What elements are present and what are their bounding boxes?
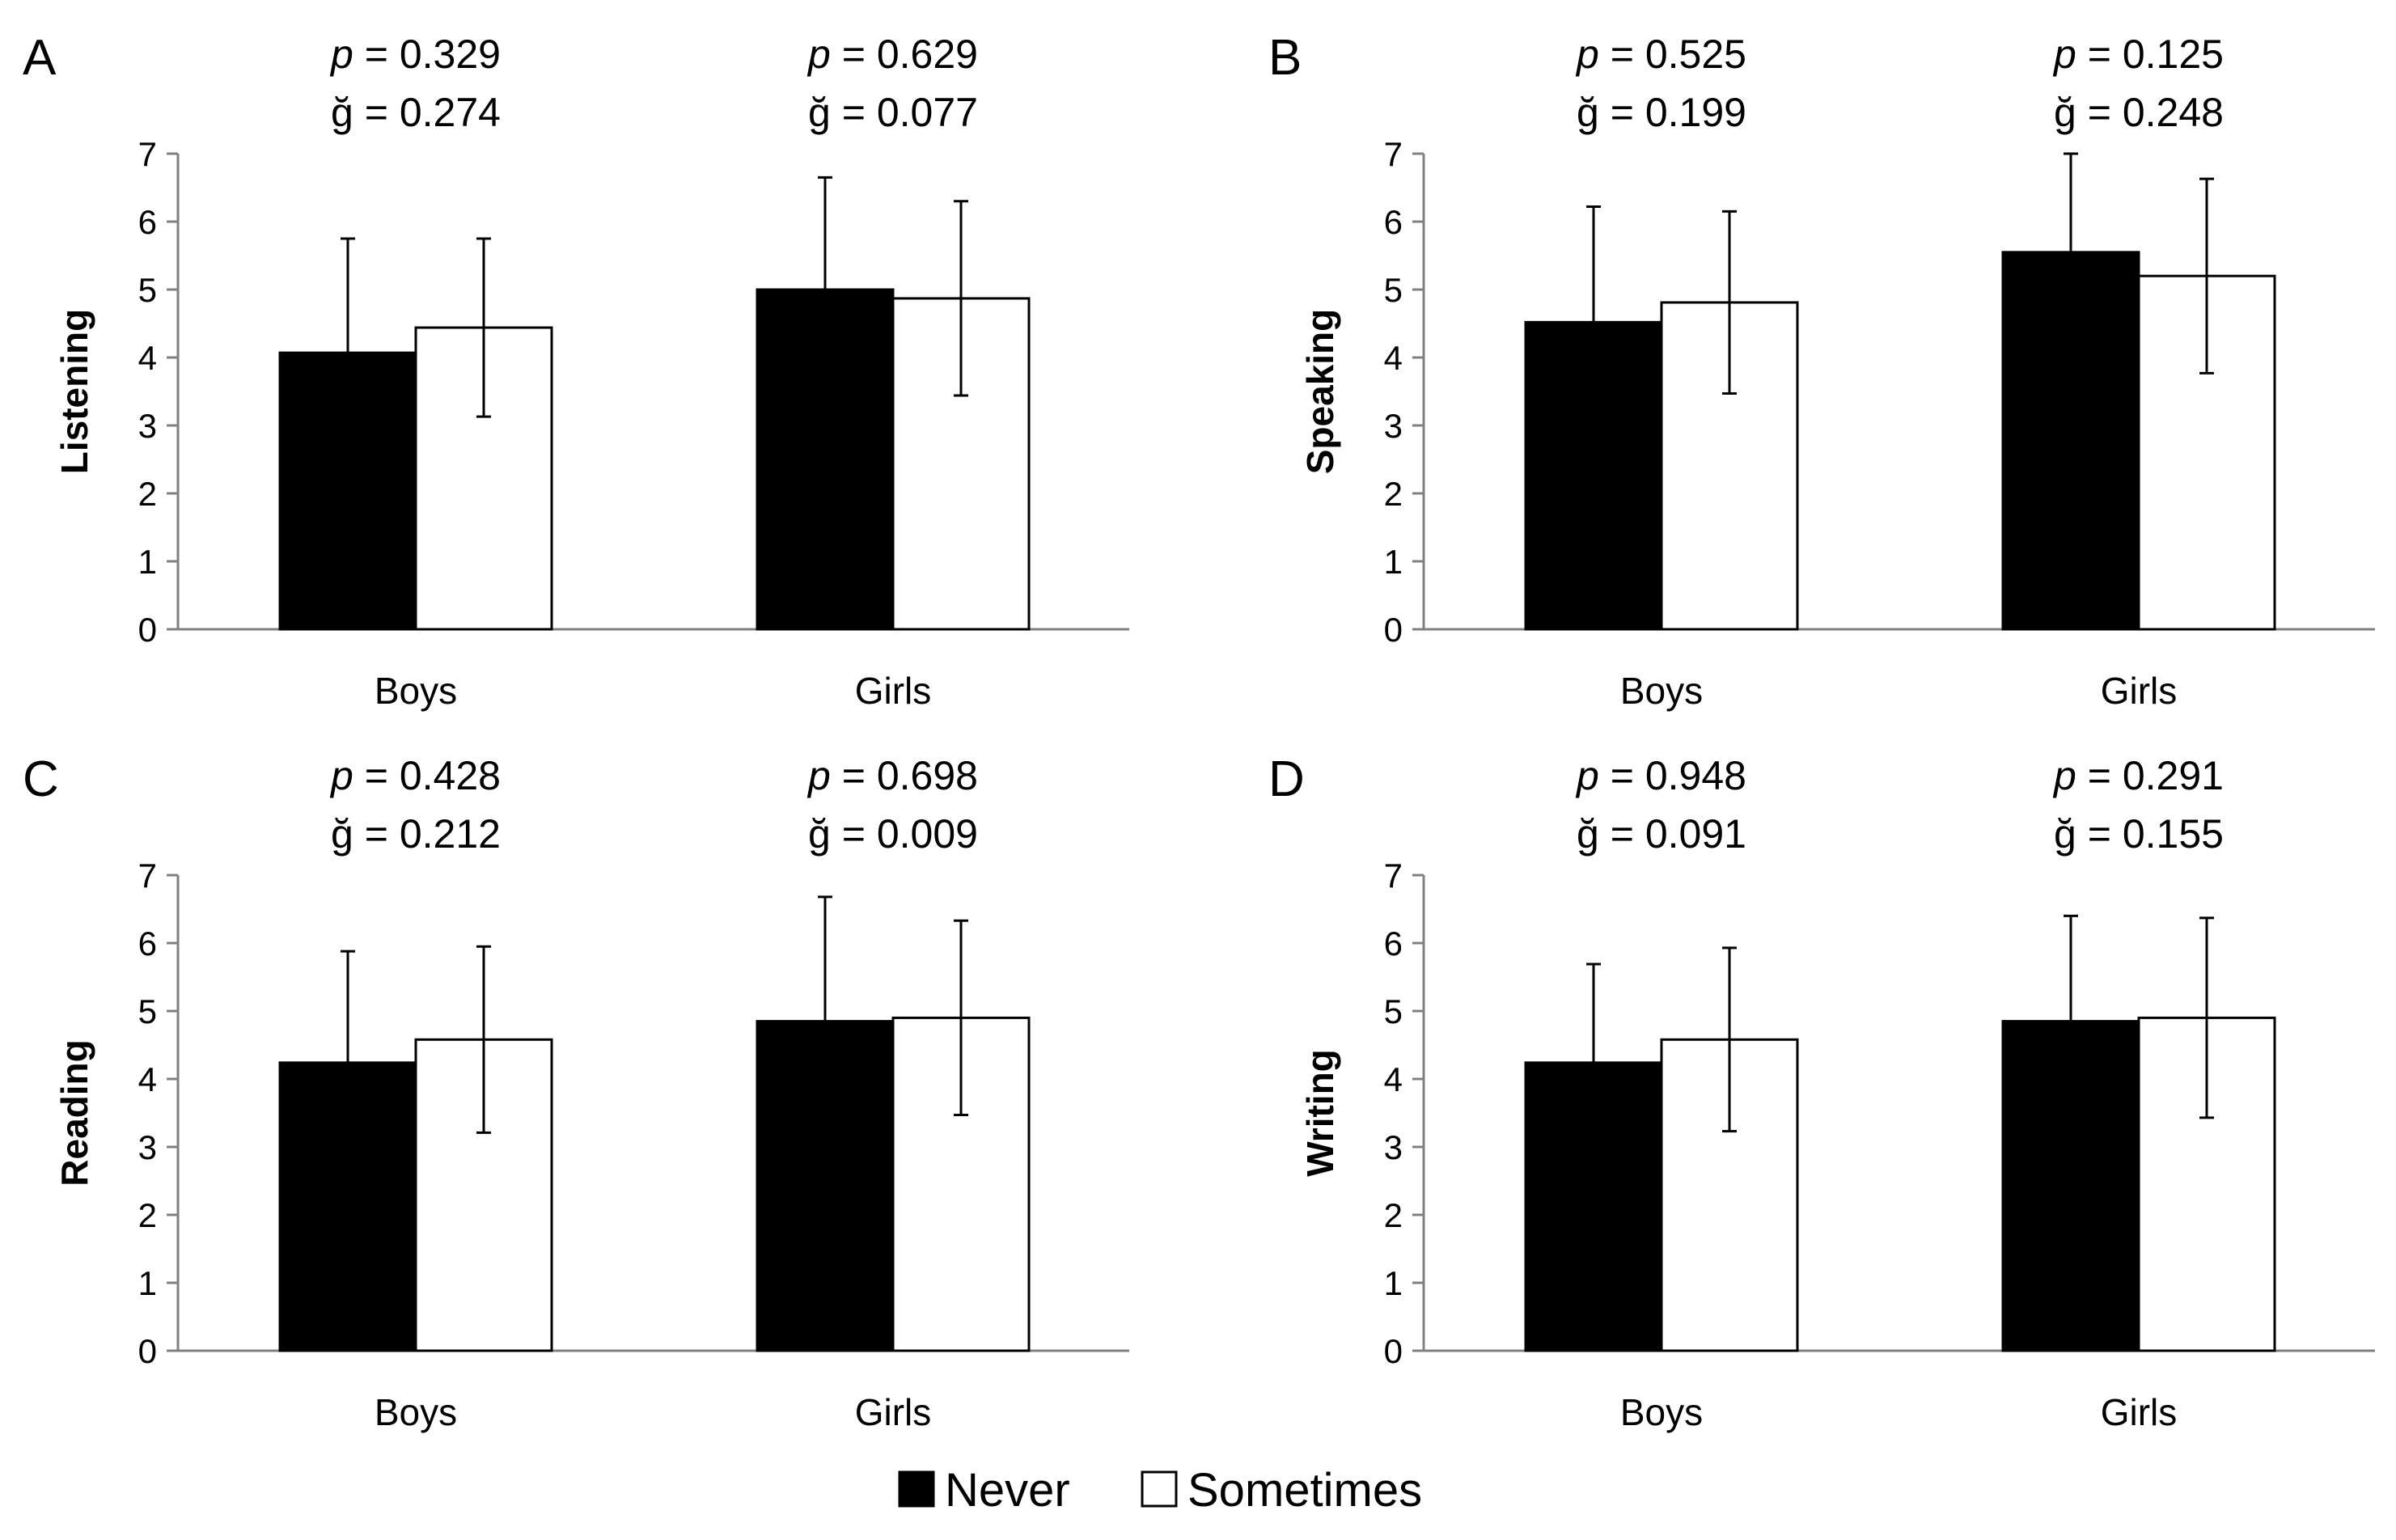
effect-size-annotation: ğ = 0.248 xyxy=(2054,90,2224,135)
y-tick-label: 3 xyxy=(1384,407,1403,445)
y-tick-label: 7 xyxy=(1384,135,1403,173)
y-tick-label: 2 xyxy=(1384,475,1403,513)
category-label: Boys xyxy=(1620,1391,1703,1433)
category-label: Girls xyxy=(855,1391,932,1433)
p-symbol: p xyxy=(2052,753,2076,798)
y-tick-label: 3 xyxy=(138,407,157,445)
p-symbol: p xyxy=(329,32,353,77)
p-value: = 0.329 xyxy=(353,32,501,77)
legend-label-sometimes: Sometimes xyxy=(1187,1464,1422,1517)
y-tick-label: 1 xyxy=(138,1264,157,1302)
y-tick-label: 2 xyxy=(138,1196,157,1234)
effect-size-annotation: ğ = 0.212 xyxy=(331,811,501,857)
y-axis-label: Speaking xyxy=(1299,309,1341,475)
p-symbol: p xyxy=(2052,32,2076,77)
effect-size-annotation: ğ = 0.155 xyxy=(2054,811,2224,857)
y-tick-label: 1 xyxy=(138,543,157,581)
p-value: = 0.698 xyxy=(831,753,978,798)
y-tick-label: 0 xyxy=(138,611,157,649)
y-tick-label: 5 xyxy=(138,271,157,309)
y-tick-label: 1 xyxy=(1384,1264,1403,1302)
p-value-annotation: p = 0.629 xyxy=(806,32,978,77)
y-axis-label: Listening xyxy=(53,309,95,474)
p-value-annotation: p = 0.525 xyxy=(1575,32,1746,77)
category-label: Girls xyxy=(2101,1391,2178,1433)
p-value-annotation: p = 0.428 xyxy=(329,753,501,798)
p-value-annotation: p = 0.125 xyxy=(2052,32,2224,77)
y-tick-label: 6 xyxy=(1384,203,1403,241)
effect-size-annotation: ğ = 0.077 xyxy=(808,90,978,135)
p-value: = 0.125 xyxy=(2076,32,2224,77)
y-tick-label: 4 xyxy=(1384,339,1403,377)
p-value: = 0.428 xyxy=(353,753,501,798)
p-value-annotation: p = 0.291 xyxy=(2052,753,2224,798)
y-tick-label: 5 xyxy=(1384,271,1403,309)
panel-a: A Listening 0 1 2 3 4 5 6 7 Boys p = 0.329 ğ = 0.274… xyxy=(23,30,1129,712)
bar-sometimes-boys xyxy=(1660,301,1799,631)
legend: Never Sometimes xyxy=(898,1464,1422,1517)
p-symbol: p xyxy=(806,32,831,77)
y-tick-label: 1 xyxy=(1384,543,1403,581)
y-tick-label: 2 xyxy=(1384,1196,1403,1234)
p-value-annotation: p = 0.698 xyxy=(806,753,978,798)
y-axis-label: Writing xyxy=(1299,1049,1341,1177)
p-value-annotation: p = 0.329 xyxy=(329,32,501,77)
panel-letter: B xyxy=(1268,30,1302,86)
p-symbol: p xyxy=(806,753,831,798)
y-tick-label: 6 xyxy=(138,924,157,962)
y-tick-label: 7 xyxy=(138,857,157,895)
bar-never-girls xyxy=(756,288,895,631)
y-tick-label: 0 xyxy=(1384,611,1403,649)
effect-size-annotation: ğ = 0.091 xyxy=(1577,811,1746,857)
effect-size-annotation: ğ = 0.009 xyxy=(808,811,978,857)
y-tick-label: 7 xyxy=(138,135,157,173)
p-symbol: p xyxy=(1575,753,1599,798)
p-symbol: p xyxy=(329,753,353,798)
legend-swatch-sometimes xyxy=(1141,1470,1178,1508)
panel-d: D Writing 0 1 2 3 4 5 6 7 Boys p = 0.948 ğ = 0.091 Gi… xyxy=(1268,751,2375,1433)
y-tick-label: 4 xyxy=(1384,1060,1403,1098)
panel-c: C Reading 0 1 2 3 4 5 6 7 Boys p = 0.428 ğ = 0.212 Gi… xyxy=(23,751,1129,1433)
p-value: = 0.525 xyxy=(1599,32,1746,77)
p-value: = 0.948 xyxy=(1599,753,1746,798)
category-label: Girls xyxy=(2101,670,2178,712)
panel-letter: C xyxy=(23,751,59,807)
panel-letter: D xyxy=(1268,751,1305,807)
y-tick-label: 7 xyxy=(1384,857,1403,895)
p-value: = 0.629 xyxy=(831,32,978,77)
y-tick-label: 3 xyxy=(138,1128,157,1166)
category-label: Boys xyxy=(1620,670,1703,712)
effect-size-annotation: ğ = 0.274 xyxy=(331,90,501,135)
y-tick-label: 0 xyxy=(1384,1332,1403,1370)
y-tick-label: 2 xyxy=(138,475,157,513)
y-tick-label: 4 xyxy=(138,339,157,377)
panel-b: B Speaking 0 1 2 3 4 5 6 7 Boys p = 0.525 ğ = 0.199 G… xyxy=(1268,30,2375,712)
y-tick-label: 6 xyxy=(138,203,157,241)
y-tick-label: 0 xyxy=(138,1332,157,1370)
p-symbol: p xyxy=(1575,32,1599,77)
legend-swatch-never xyxy=(898,1470,935,1508)
panel-letter: A xyxy=(23,30,57,86)
y-tick-label: 3 xyxy=(1384,1128,1403,1166)
y-tick-label: 5 xyxy=(138,992,157,1030)
y-axis-label: Reading xyxy=(53,1039,95,1186)
y-tick-label: 6 xyxy=(1384,924,1403,962)
category-label: Boys xyxy=(375,1391,457,1433)
effect-size-annotation: ğ = 0.199 xyxy=(1577,90,1746,135)
p-value-annotation: p = 0.948 xyxy=(1575,753,1746,798)
legend-label-never: Never xyxy=(945,1464,1070,1517)
p-value: = 0.291 xyxy=(2076,753,2224,798)
category-label: Boys xyxy=(375,670,457,712)
y-tick-label: 4 xyxy=(138,1060,157,1098)
y-tick-label: 5 xyxy=(1384,992,1403,1030)
category-label: Girls xyxy=(855,670,932,712)
